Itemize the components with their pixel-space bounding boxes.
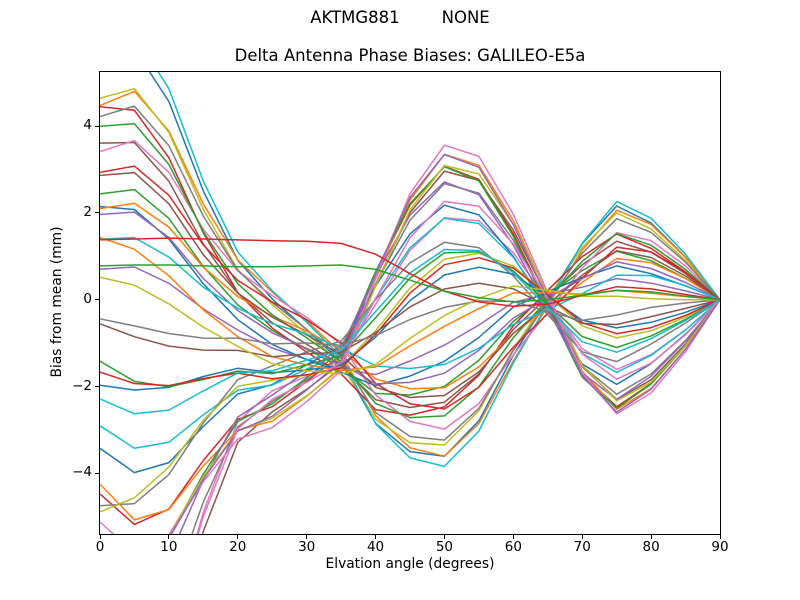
series-line-trace-26 bbox=[100, 171, 720, 399]
x-tick-mark bbox=[581, 535, 583, 539]
series-line-trace-09 bbox=[100, 87, 720, 446]
series-line-trace-01 bbox=[148, 72, 720, 458]
series-line-trace-27 bbox=[100, 144, 720, 534]
y-tick-label: 0 bbox=[83, 290, 92, 307]
x-tick-mark bbox=[512, 535, 514, 539]
x-tick-mark bbox=[306, 535, 308, 539]
series-line-trace-29 bbox=[100, 252, 720, 513]
series-line-trace-17 bbox=[100, 139, 720, 430]
series-line-trace-28 bbox=[100, 241, 720, 507]
series-line-trace-11 bbox=[100, 204, 720, 474]
x-tick-mark bbox=[719, 535, 721, 539]
x-tick-label: 90 bbox=[711, 539, 729, 555]
series-line-trace-19 bbox=[168, 164, 720, 534]
y-tick-mark bbox=[95, 386, 99, 387]
series-line-trace-38 bbox=[100, 298, 720, 347]
series-line-trace-23 bbox=[100, 122, 720, 419]
x-tick-mark bbox=[375, 535, 377, 539]
chart-title: Delta Antenna Phase Biases: GALILEO-E5a bbox=[234, 46, 586, 65]
x-tick-label: 80 bbox=[642, 539, 660, 555]
series-line-trace-02 bbox=[100, 90, 720, 457]
x-tick-label: 30 bbox=[298, 539, 316, 555]
series-line-trace-31 bbox=[100, 266, 720, 391]
x-tick-label: 40 bbox=[366, 539, 385, 555]
x-tick-mark bbox=[443, 535, 445, 539]
series-line-trace-20 bbox=[100, 217, 720, 449]
series-line-trace-33 bbox=[100, 250, 720, 388]
x-tick-label: 50 bbox=[435, 539, 454, 555]
figure-suptitle: AKTMG881 NONE bbox=[310, 8, 490, 27]
x-tick-label: 20 bbox=[229, 539, 247, 555]
series-line-trace-36 bbox=[100, 282, 720, 358]
x-tick-label: 70 bbox=[573, 539, 591, 555]
series-line-trace-42-flat-mid bbox=[100, 264, 720, 303]
x-tick-label: 60 bbox=[504, 539, 522, 555]
y-tick-label: 2 bbox=[83, 203, 92, 220]
series-line-trace-07 bbox=[196, 217, 720, 534]
x-axis-label: Elvation angle (degrees) bbox=[325, 556, 495, 572]
x-tick-mark bbox=[650, 535, 652, 539]
x-tick-mark bbox=[237, 535, 239, 539]
line-plot bbox=[100, 72, 720, 534]
series-line-trace-41-flat-high bbox=[100, 237, 720, 308]
y-tick-label: 4 bbox=[83, 117, 92, 134]
y-tick-mark bbox=[95, 212, 99, 214]
x-tick-mark bbox=[99, 535, 101, 539]
y-tick-mark bbox=[95, 472, 99, 474]
y-tick-label: −2 bbox=[72, 377, 92, 394]
series-line-trace-12 bbox=[100, 153, 720, 521]
series-line-trace-13 bbox=[169, 165, 720, 534]
series-line-trace-35 bbox=[170, 153, 720, 534]
series-line-trace-21 bbox=[100, 205, 720, 387]
series-line-trace-08 bbox=[191, 182, 720, 534]
series-line-trace-30 bbox=[100, 236, 720, 370]
series-line-trace-24 bbox=[100, 165, 720, 410]
y-tick-mark bbox=[95, 125, 99, 127]
x-tick-label: 10 bbox=[160, 539, 178, 555]
series-line-trace-10 bbox=[157, 72, 720, 468]
series-line-trace-37 bbox=[197, 200, 720, 534]
x-tick-mark bbox=[168, 535, 170, 539]
series-line-trace-39 bbox=[100, 276, 720, 375]
series-line-trace-22 bbox=[100, 202, 720, 390]
x-tick-label: 0 bbox=[95, 539, 105, 555]
plot-area bbox=[99, 71, 721, 535]
series-line-trace-18 bbox=[100, 105, 720, 441]
y-tick-label: −4 bbox=[72, 464, 92, 481]
series-line-trace-32 bbox=[100, 236, 720, 372]
y-tick-mark bbox=[95, 299, 99, 301]
series-line-trace-25 bbox=[100, 211, 720, 385]
series-line-trace-34 bbox=[100, 256, 720, 387]
